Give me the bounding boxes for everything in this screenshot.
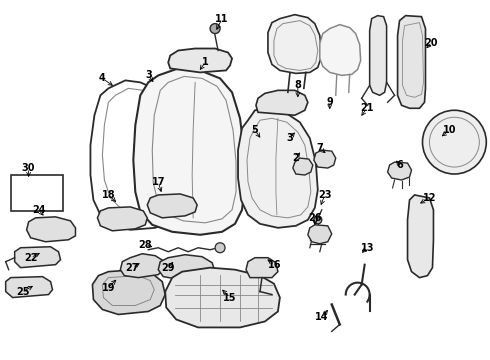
Polygon shape — [308, 225, 332, 244]
Polygon shape — [293, 158, 313, 175]
Polygon shape — [93, 270, 165, 315]
Text: 3: 3 — [145, 71, 151, 80]
Circle shape — [314, 216, 322, 224]
Text: 27: 27 — [125, 263, 139, 273]
Polygon shape — [165, 268, 280, 328]
Polygon shape — [15, 247, 61, 268]
Polygon shape — [147, 194, 197, 218]
Polygon shape — [168, 49, 232, 72]
Polygon shape — [98, 207, 147, 231]
Polygon shape — [388, 162, 412, 180]
Text: 7: 7 — [317, 143, 323, 153]
Polygon shape — [158, 255, 215, 280]
Polygon shape — [26, 217, 75, 242]
Circle shape — [210, 24, 220, 33]
Polygon shape — [397, 15, 425, 108]
Text: 15: 15 — [223, 293, 237, 302]
Bar — [11, 175, 63, 211]
Polygon shape — [238, 108, 318, 228]
Text: 19: 19 — [101, 283, 115, 293]
Text: 17: 17 — [151, 177, 165, 187]
Text: 9: 9 — [326, 97, 333, 107]
Text: 24: 24 — [32, 205, 46, 215]
Text: 3: 3 — [287, 133, 293, 143]
Text: 29: 29 — [162, 263, 175, 273]
Circle shape — [422, 110, 486, 174]
Text: 25: 25 — [16, 287, 29, 297]
Text: 18: 18 — [101, 190, 115, 200]
Text: 26: 26 — [308, 213, 321, 223]
Text: 10: 10 — [442, 125, 456, 135]
Text: 12: 12 — [423, 193, 436, 203]
Polygon shape — [369, 15, 387, 95]
Polygon shape — [121, 254, 165, 278]
Polygon shape — [133, 68, 245, 235]
Text: 11: 11 — [215, 14, 229, 24]
Text: 8: 8 — [294, 80, 301, 90]
Text: 16: 16 — [268, 260, 282, 270]
Polygon shape — [268, 15, 322, 73]
Polygon shape — [246, 258, 278, 278]
Polygon shape — [320, 24, 361, 75]
Polygon shape — [256, 90, 308, 115]
Text: 2: 2 — [293, 153, 299, 163]
Text: 13: 13 — [361, 243, 374, 253]
Text: 22: 22 — [24, 253, 37, 263]
Text: 21: 21 — [360, 103, 373, 113]
Text: 1: 1 — [202, 58, 208, 67]
Text: 28: 28 — [139, 240, 152, 250]
Text: 6: 6 — [396, 160, 403, 170]
Polygon shape — [314, 150, 336, 168]
Circle shape — [215, 243, 225, 253]
Text: 20: 20 — [425, 37, 438, 48]
Polygon shape — [408, 195, 434, 278]
Polygon shape — [6, 276, 52, 298]
Text: 5: 5 — [251, 125, 258, 135]
Text: 23: 23 — [318, 190, 332, 200]
Text: 14: 14 — [315, 312, 328, 323]
Text: 30: 30 — [22, 163, 35, 173]
Text: 4: 4 — [99, 73, 106, 84]
